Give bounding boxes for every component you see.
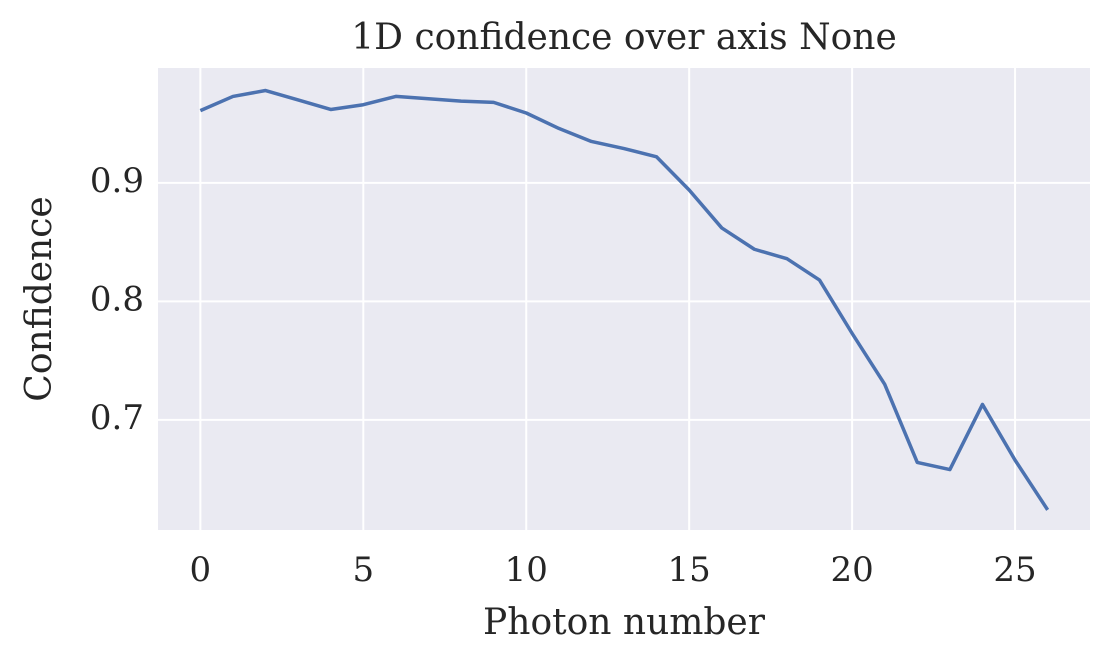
- x-tick-label: 15: [668, 550, 711, 590]
- plot-area: [158, 68, 1090, 530]
- x-axis-label: Photon number: [483, 602, 766, 643]
- x-tick-label: 0: [190, 550, 212, 590]
- chart-title: 1D confidence over axis None: [351, 17, 897, 58]
- x-tick-label: 10: [505, 550, 548, 590]
- x-tick-label: 5: [352, 550, 374, 590]
- y-tick-label: 0.8: [90, 279, 144, 319]
- y-tick-label: 0.9: [90, 161, 144, 201]
- y-axis-label: Confidence: [19, 196, 60, 401]
- x-tick-label: 20: [830, 550, 873, 590]
- y-tick-label: 0.7: [90, 398, 144, 438]
- x-tick-label: 25: [993, 550, 1036, 590]
- line-series: [199, 88, 1050, 511]
- marks: [199, 88, 1050, 511]
- grid: [158, 68, 1090, 530]
